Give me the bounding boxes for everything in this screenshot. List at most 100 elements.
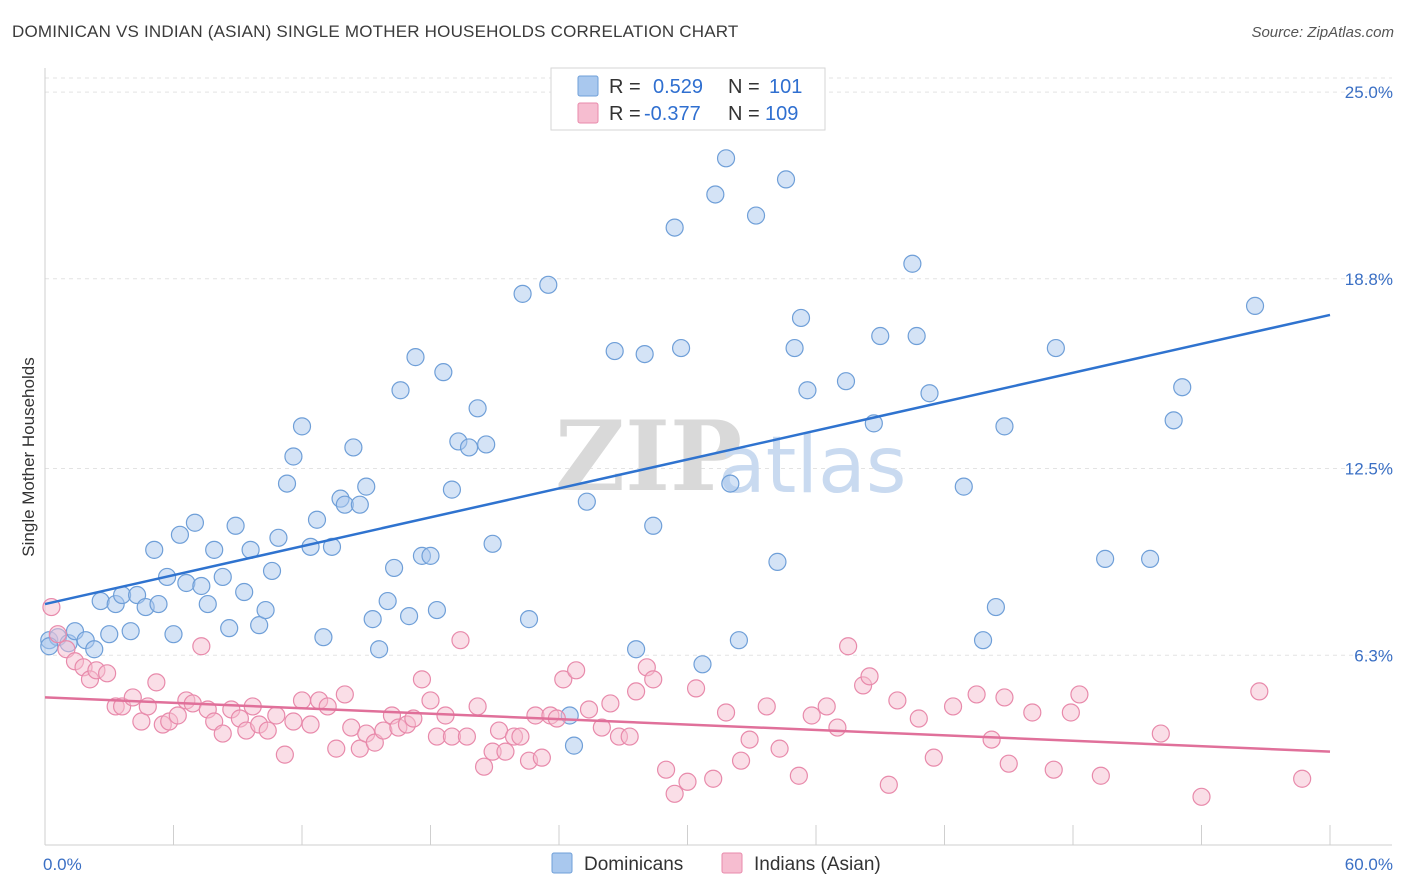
x-tick-labels: 0.0% 60.0% [43,855,1393,874]
data-point [374,721,393,740]
data-point [427,600,447,620]
data-point [357,477,376,496]
data-point [147,673,166,692]
data-point [267,706,286,725]
data-point [442,480,462,499]
data-point [85,640,104,659]
data-point [421,546,440,565]
data-point [121,622,140,641]
data-point [474,757,494,776]
data-point [605,341,624,361]
data-point [468,399,487,418]
data-point [123,688,142,707]
data-point [235,582,254,602]
data-point [982,730,1001,749]
data-point [344,438,363,457]
data-point [798,381,817,400]
data-point [363,610,382,629]
indians-trend-line [44,696,1331,753]
data-point [185,513,205,532]
legend-r-label: R = [609,76,641,98]
data-point [370,640,389,659]
y-tick-labels: 6.3% 12.5% 18.8% 25.0% [1345,83,1393,665]
data-point [665,218,684,237]
data-point [269,528,288,547]
data-point [226,516,245,535]
data-point [907,326,926,346]
data-point [1044,760,1063,779]
data-point [920,384,939,403]
legend-swatch-indians [577,102,599,124]
data-point [177,573,196,593]
data-point [170,525,190,544]
data-point [554,670,573,689]
data-point [406,348,425,367]
data-point [250,616,269,635]
data-point [740,730,759,749]
data-point [539,275,558,294]
data-point [149,594,168,614]
data-point [307,510,327,529]
data-point [451,631,470,650]
data-point [776,170,796,189]
data-point [943,697,963,716]
data-point [262,561,282,581]
data-point [592,718,611,737]
data-point [564,736,584,755]
legend-r-value: -0.377 [644,103,701,125]
data-point [1250,682,1269,701]
data-point [746,206,766,225]
data-point [513,284,532,303]
data-point [768,552,787,571]
source-label: Source: ZipAtlas.com [1251,24,1394,41]
data-point [399,607,419,626]
data-point [924,748,943,767]
data-point [577,492,596,511]
bottom-swatch-indians [721,852,743,874]
legend-swatch-dominicans [577,75,599,97]
data-point [192,637,211,656]
legend-n-label: N = [728,103,760,125]
legend-r-label: R = [609,103,641,125]
data-point [770,739,789,758]
legend-n-value: 109 [765,103,798,125]
data-point [644,516,663,535]
data-point [757,697,776,716]
data-point [1140,549,1160,568]
bottom-swatch-dominicans [551,852,573,874]
data-point [967,685,986,704]
data-point [579,700,599,719]
data-point [434,363,453,382]
bottom-legend-indians: Indians (Asian) [754,854,881,875]
data-point [1070,685,1089,704]
data-point [785,338,804,358]
data-point [457,727,477,746]
data-point [871,326,890,346]
watermark-atlas: atlas [718,421,907,511]
data-point [828,718,847,737]
data-point [459,438,479,457]
data-point [716,149,736,168]
y-tick-label: 6.3% [1354,646,1393,665]
data-point [1023,703,1042,722]
x-tick-label: 60.0% [1345,855,1393,874]
data-point [256,600,275,620]
data-point [468,697,487,716]
data-point [903,254,922,273]
data-point [1091,766,1110,785]
data-point [888,691,907,710]
chart-title: DOMINICAN VS INDIAN (ASIAN) SINGLE MOTHE… [12,22,739,41]
legend-r-value: 0.529 [653,76,703,98]
data-point [678,772,697,791]
data-point [220,619,239,638]
data-point [412,670,432,689]
data-point [192,576,211,596]
data-point [292,691,312,710]
data-point [954,477,973,496]
data-point [168,706,187,725]
data-point [421,691,440,710]
data-point [198,594,217,614]
data-point [635,344,654,364]
data-point [384,558,404,578]
